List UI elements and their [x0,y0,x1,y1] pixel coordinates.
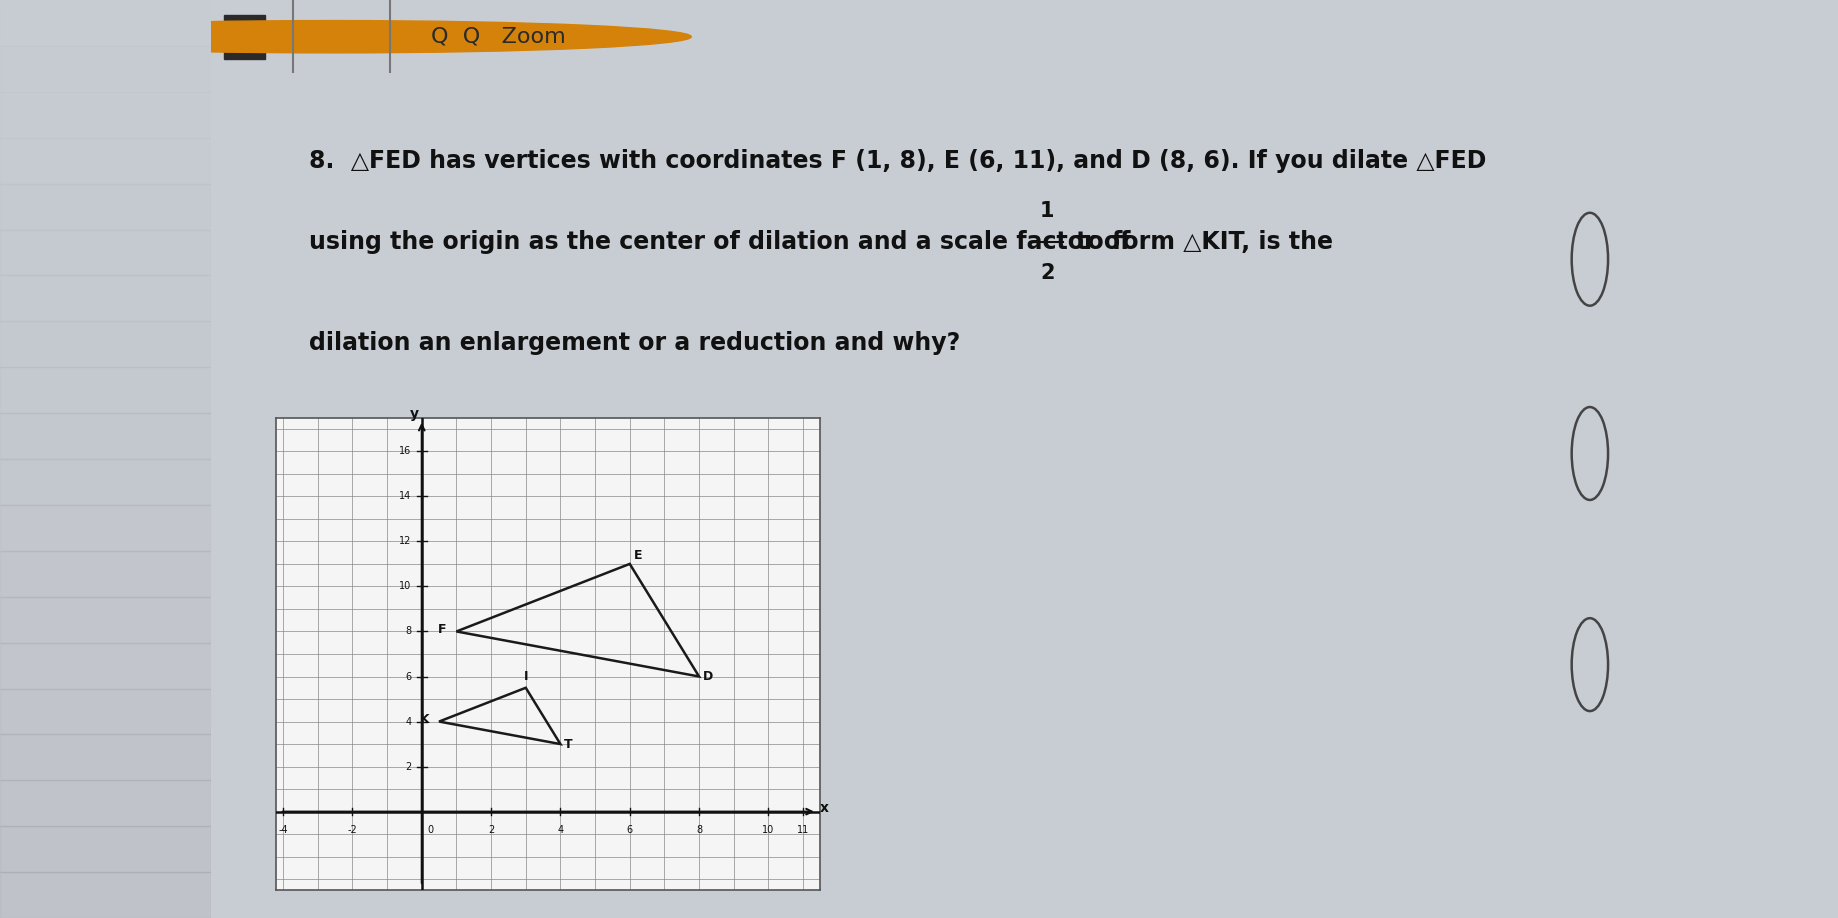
Bar [0,505,211,551]
Bar [0,643,211,688]
Text: 2: 2 [1040,263,1055,284]
Bar [0,734,211,780]
Bar [0,551,211,597]
Bar [0,92,211,138]
Text: to form △KIT, is the: to form △KIT, is the [1068,230,1333,254]
Bar [0,459,211,505]
Bar [0,321,211,367]
Text: 4: 4 [557,825,564,835]
Text: 1: 1 [1040,201,1055,221]
Bar [0,780,211,826]
Text: 6: 6 [404,671,412,681]
Text: 14: 14 [399,491,412,501]
Text: 8: 8 [697,825,702,835]
Text: T: T [564,737,573,751]
Text: F: F [437,622,447,635]
Bar [0,230,211,275]
Text: 0: 0 [426,825,434,835]
Text: y: y [410,407,419,420]
Bar [0,46,211,92]
Text: Q  Q   Zoom: Q Q Zoom [430,27,566,47]
Text: I: I [524,670,528,683]
Text: -2: -2 [347,825,357,835]
Text: 2: 2 [487,825,494,835]
Text: 6: 6 [627,825,632,835]
Bar [0,413,211,459]
Text: 16: 16 [399,446,412,456]
Bar [0,688,211,734]
Bar [224,15,265,59]
Bar [0,872,211,918]
Text: 10: 10 [399,581,412,591]
Text: dilation an enlargement or a reduction and why?: dilation an enlargement or a reduction a… [309,331,959,355]
Text: D: D [702,670,713,683]
Bar [0,184,211,230]
Bar [0,367,211,413]
Bar [0,138,211,184]
Text: K: K [419,712,430,726]
Text: 8.  △FED has vertices with coordinates F (1, 8), E (6, 11), and D (8, 6). If you: 8. △FED has vertices with coordinates F … [309,150,1485,174]
Text: x: x [820,801,829,815]
Text: 10: 10 [763,825,774,835]
Bar [0,826,211,872]
Text: 11: 11 [798,825,809,835]
Bar [0,275,211,321]
Text: 8: 8 [404,626,412,636]
Text: 2: 2 [404,762,412,772]
Bar [0,0,211,46]
Bar [0,597,211,643]
Text: E: E [634,549,641,562]
Circle shape [0,20,691,53]
Text: using the origin as the center of dilation and a scale factor of: using the origin as the center of dilati… [309,230,1130,254]
Text: -4: -4 [278,825,289,835]
Text: 4: 4 [404,717,412,726]
Text: 12: 12 [399,536,412,546]
